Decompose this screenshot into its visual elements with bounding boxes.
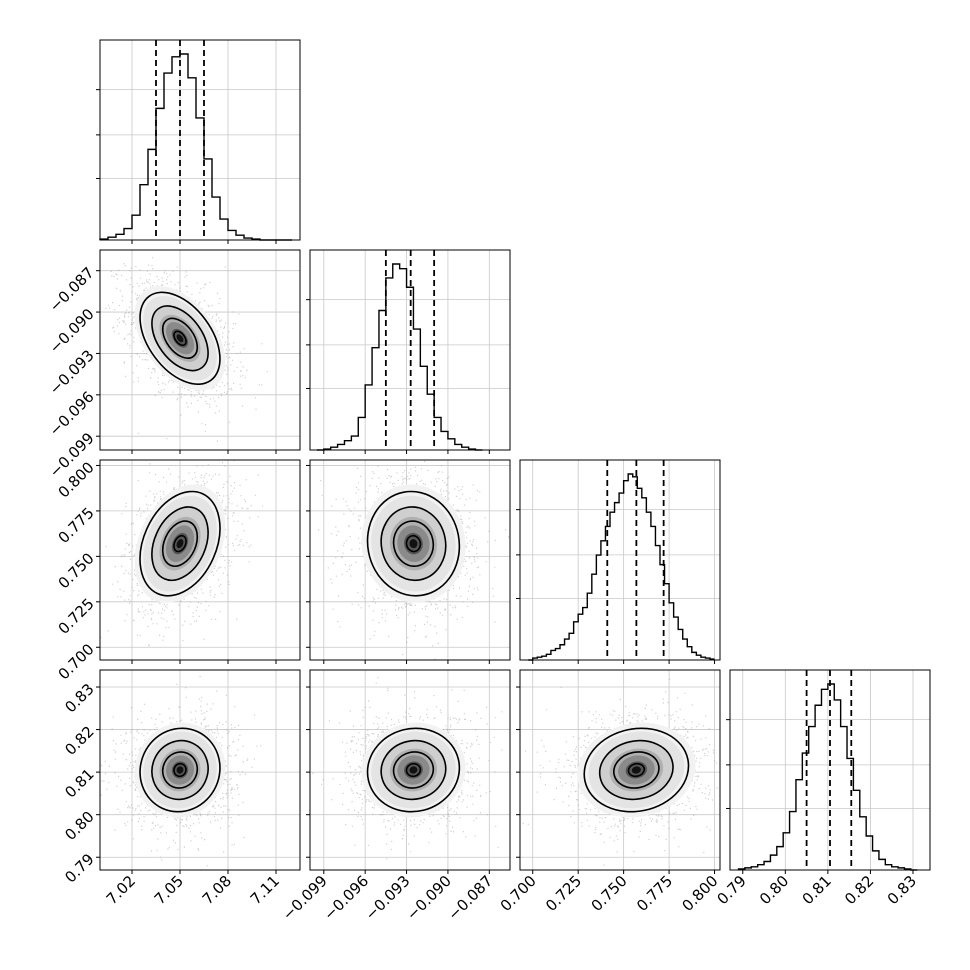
density-level-6	[409, 766, 418, 774]
contour-3	[139, 727, 221, 813]
x-tick-label: 0.775	[633, 872, 676, 915]
joint-panel-2-1	[309, 459, 511, 661]
joint-panel-3-2	[519, 669, 721, 871]
contour-2	[598, 739, 674, 801]
contour-2	[380, 506, 447, 582]
y-tick-label: 0.725	[55, 595, 98, 638]
y-tick-label: 0.81	[61, 765, 97, 801]
contour-1	[161, 751, 199, 789]
x-tick-label: 7.05	[151, 872, 187, 908]
contour-3	[366, 490, 461, 597]
joint-panel-2-0	[99, 459, 301, 661]
density-level-6	[631, 766, 641, 774]
contour-0	[405, 534, 422, 553]
panel-frame	[99, 249, 301, 451]
x-tick-label: 7.11	[247, 872, 283, 908]
histogram-panel-1	[306, 249, 511, 451]
panel-frame	[519, 459, 721, 661]
y-tick-label: −0.096	[46, 388, 98, 440]
panel-frame	[519, 669, 721, 871]
contour-1	[613, 751, 660, 789]
x-tick-label: 0.725	[542, 872, 585, 915]
panel-frame	[729, 669, 931, 871]
scatter-points	[100, 675, 262, 867]
panel-frame	[309, 459, 511, 661]
contour-0	[405, 762, 422, 778]
density-level-6	[409, 539, 418, 549]
panel-frame	[99, 459, 301, 661]
x-tick-label: 0.82	[841, 872, 877, 908]
joint-content	[105, 257, 268, 442]
joint-content	[100, 460, 264, 647]
contour-3	[139, 490, 221, 597]
histogram-panel-2	[516, 459, 721, 661]
x-tick-label: −0.087	[444, 872, 496, 924]
histogram-step-2	[528, 473, 715, 661]
panel-frame	[309, 669, 511, 871]
contour-1	[161, 520, 199, 567]
x-tick-label: 0.750	[588, 872, 631, 915]
y-tick-label: 0.750	[55, 549, 98, 592]
contour-1	[392, 751, 435, 789]
joint-panel-1-0	[99, 249, 301, 451]
histogram-step-0	[99, 53, 292, 241]
contour-2	[151, 506, 209, 582]
y-tick-label: 0.82	[61, 723, 97, 759]
histogram-step-1	[316, 263, 483, 451]
x-tick-label: 0.79	[713, 872, 749, 908]
panel-frame	[309, 249, 511, 451]
x-tick-label: 0.700	[497, 872, 540, 915]
contour-2	[151, 739, 209, 801]
panel-frame	[99, 39, 301, 241]
contour-0	[173, 534, 187, 553]
x-tick-label: 0.80	[756, 872, 792, 908]
panel-frame	[99, 669, 301, 871]
joint-content	[312, 677, 510, 860]
histogram-step-3	[737, 683, 918, 871]
scatter-points	[312, 677, 510, 860]
density-level-6	[176, 766, 184, 774]
y-tick-label: −0.087	[46, 264, 98, 316]
joint-panel-3-1	[309, 669, 511, 871]
contour-1	[161, 317, 199, 359]
x-tick-label: 7.02	[103, 872, 139, 908]
contour-3	[583, 727, 690, 813]
x-tick-label: 0.81	[799, 872, 835, 908]
histogram-panel-0	[96, 39, 301, 241]
joint-content	[100, 675, 262, 867]
contour-3	[139, 291, 221, 386]
x-tick-label: 0.83	[884, 872, 920, 908]
x-tick-label: −0.099	[279, 872, 331, 924]
contour-2	[380, 739, 447, 801]
y-tick-label: 0.79	[61, 850, 97, 886]
contour-0	[173, 762, 187, 778]
contour-1	[392, 520, 435, 567]
y-tick-label: −0.093	[46, 346, 98, 398]
density-level-6	[176, 539, 184, 549]
contour-0	[173, 330, 187, 347]
y-tick-label: −0.090	[46, 305, 98, 357]
y-tick-label: 0.700	[55, 640, 98, 683]
y-tick-label: 0.80	[61, 808, 97, 844]
joint-panel-3-0	[99, 669, 301, 871]
contour-3	[366, 727, 461, 813]
x-tick-label: −0.096	[320, 872, 372, 924]
histogram-panel-3	[726, 669, 931, 871]
y-tick-label: 0.83	[61, 680, 97, 716]
x-tick-label: −0.093	[362, 872, 414, 924]
contour-0	[627, 762, 646, 778]
joint-content	[522, 678, 718, 866]
x-tick-label: −0.090	[403, 872, 455, 924]
density-level-6	[176, 334, 184, 343]
x-tick-label: 7.08	[199, 872, 235, 908]
joint-content	[310, 460, 510, 660]
y-tick-label: 0.775	[55, 504, 98, 547]
contour-2	[151, 305, 209, 372]
